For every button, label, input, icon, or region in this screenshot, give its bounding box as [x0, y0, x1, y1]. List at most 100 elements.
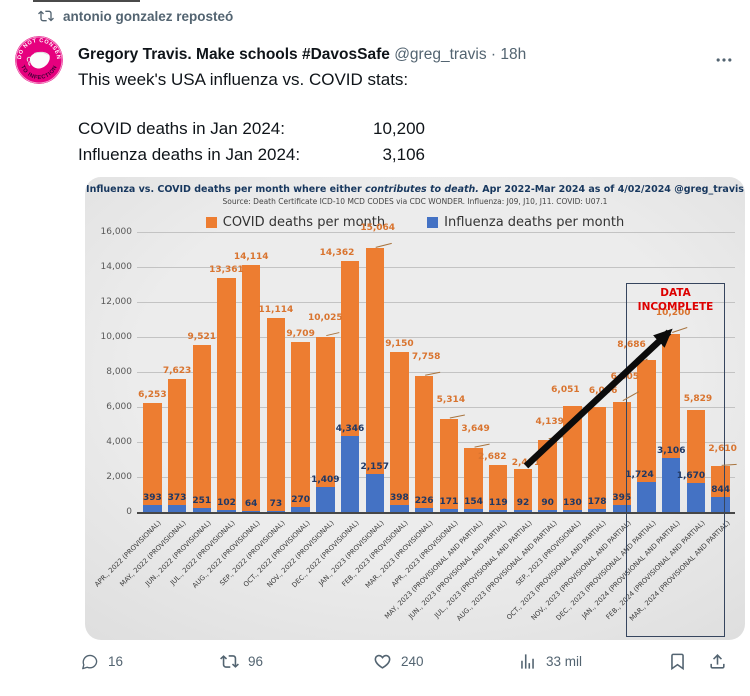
y-tick-label: 12,000	[100, 296, 133, 307]
covid-value-label: 10,200	[655, 307, 691, 318]
timestamp[interactable]: 18h	[500, 46, 527, 63]
influenza-value-label: 102	[217, 498, 236, 509]
label-leader-line	[449, 414, 465, 419]
influenza-value-label: 373	[167, 493, 187, 504]
bookmark-button[interactable]	[668, 652, 687, 671]
y-tick-label: 10,000	[100, 331, 133, 342]
gridline	[137, 301, 735, 303]
covid-bar	[143, 402, 162, 512]
legend-item-covid: COVID deaths per month	[205, 215, 385, 230]
data-incomplete-label: DATA INCOMPLETE	[637, 287, 714, 313]
covid-value-label: 15,064	[360, 223, 396, 234]
mask-icon	[29, 51, 50, 69]
more-icon	[716, 58, 732, 62]
covid-value-label: 3,649	[461, 424, 490, 435]
label-leader-line	[548, 436, 564, 440]
legend-label: Influenza deaths per month	[444, 215, 625, 230]
chart-subtitle: Source: Death Certificate ICD-10 MCD COD…	[222, 197, 608, 206]
gridline	[137, 406, 735, 408]
covid-bar	[192, 345, 211, 512]
covid-bar	[241, 265, 261, 512]
influenza-bar	[662, 457, 681, 512]
user-handle[interactable]: @greg_travis	[394, 46, 487, 63]
share-icon	[710, 654, 725, 669]
label-leader-line	[425, 371, 441, 376]
repost-count: 96	[248, 654, 264, 669]
covid-value-label: 9,709	[286, 329, 315, 340]
repost-icon	[220, 655, 239, 668]
covid-bar	[316, 336, 335, 512]
covid-value-label: 2,441	[511, 458, 541, 469]
y-tick-label: 0	[126, 506, 132, 517]
top-edge-artifact	[33, 0, 140, 2]
covid-value-label: 7,623	[162, 365, 192, 376]
repost-button[interactable]: 96	[220, 652, 263, 671]
x-axis-line	[137, 511, 735, 514]
covid-value-label: 2,682	[478, 452, 507, 463]
influenza-bar	[489, 509, 508, 512]
covid-bar	[167, 378, 187, 512]
covid-value-label: 4,139	[535, 416, 564, 427]
influenza-value-label: 92	[516, 498, 530, 509]
influenza-value-label: 1,409	[311, 475, 340, 486]
influenza-value-label: 1,724	[625, 469, 654, 480]
covid-value-label: 9,521	[187, 332, 216, 343]
influenza-bar	[365, 474, 384, 512]
influenza-bar	[192, 507, 211, 512]
influenza-bar	[217, 510, 236, 512]
engagement-bar: 16 96 240 33 mil	[78, 652, 738, 684]
influenza-bar	[711, 497, 730, 512]
views-count: 33 mil	[546, 654, 583, 669]
influenza-bar	[464, 509, 483, 512]
stat-value: 10,200	[373, 119, 425, 138]
tweet-body-text: This week's USA influenza vs. COVID stat…	[78, 70, 409, 89]
label-leader-line	[474, 443, 490, 448]
influenza-value-label: 844	[711, 485, 731, 496]
tweet-header: Gregory Travis. Make schools #DavosSafe …	[78, 46, 698, 64]
chart-image[interactable]: Influenza vs. COVID deaths per month whe…	[85, 177, 745, 640]
covid-value-label: 2,610	[708, 444, 737, 455]
covid-value-label: 10,025	[307, 312, 343, 323]
influenza-value-label: 226	[414, 496, 434, 507]
covid-bar	[217, 278, 236, 512]
influenza-value-label: 73	[269, 498, 283, 509]
influenza-bar	[686, 482, 706, 512]
stat-label: Influenza deaths in Jan 2024:	[78, 145, 301, 164]
influenza-value-label: 154	[464, 497, 483, 508]
influenza-bar	[316, 487, 335, 512]
influenza-value-label: 90	[541, 498, 554, 509]
views-bars-icon	[521, 654, 534, 669]
covid-bar	[291, 342, 310, 512]
y-tick-label: 2,000	[106, 471, 132, 482]
influenza-value-label: 1,670	[676, 470, 706, 481]
influenza-value-label: 251	[192, 495, 212, 506]
influenza-value-label: 395	[612, 493, 632, 504]
heart-icon	[374, 654, 391, 669]
like-button[interactable]: 240	[373, 652, 424, 671]
reply-button[interactable]: 16	[80, 652, 123, 671]
stat-row-influenza: Influenza deaths in Jan 2024: 3,106	[78, 142, 425, 168]
reply-icon	[82, 654, 98, 670]
reply-count: 16	[108, 654, 124, 669]
influenza-value-label: 119	[488, 497, 508, 508]
bookmark-icon	[671, 653, 684, 671]
share-button[interactable]	[708, 652, 727, 671]
y-tick-label: 16,000	[100, 226, 133, 237]
views-button[interactable]: 33 mil	[518, 652, 582, 671]
covid-bar	[439, 419, 459, 512]
influenza-value-label: 64	[244, 498, 258, 509]
covid-bar	[489, 465, 508, 512]
covid-value-label: 5,314	[436, 395, 466, 405]
covid-bar	[390, 351, 409, 512]
label-leader-line	[375, 242, 392, 248]
more-button[interactable]	[714, 50, 734, 70]
repost-banner[interactable]: antonio gonzalez reposteó	[38, 8, 233, 24]
display-name[interactable]: Gregory Travis. Make schools #DavosSafe	[78, 46, 390, 63]
stat-row-covid: COVID deaths in Jan 2024: 10,200	[78, 116, 425, 142]
influenza-bar	[340, 435, 360, 512]
like-count: 240	[401, 654, 424, 669]
influenza-bar	[143, 505, 162, 512]
gridline	[137, 266, 735, 268]
